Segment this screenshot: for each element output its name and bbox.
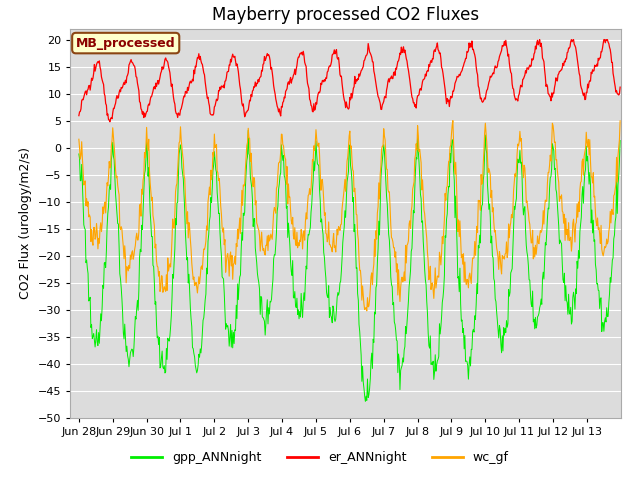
Text: MB_processed: MB_processed [76,36,175,49]
Title: Mayberry processed CO2 Fluxes: Mayberry processed CO2 Fluxes [212,6,479,24]
Y-axis label: CO2 Flux (urology/m2/s): CO2 Flux (urology/m2/s) [19,147,32,299]
Legend: gpp_ANNnight, er_ANNnight, wc_gf: gpp_ANNnight, er_ANNnight, wc_gf [126,446,514,469]
